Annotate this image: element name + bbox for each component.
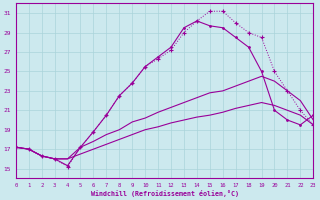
X-axis label: Windchill (Refroidissement éolien,°C): Windchill (Refroidissement éolien,°C)	[91, 190, 238, 197]
